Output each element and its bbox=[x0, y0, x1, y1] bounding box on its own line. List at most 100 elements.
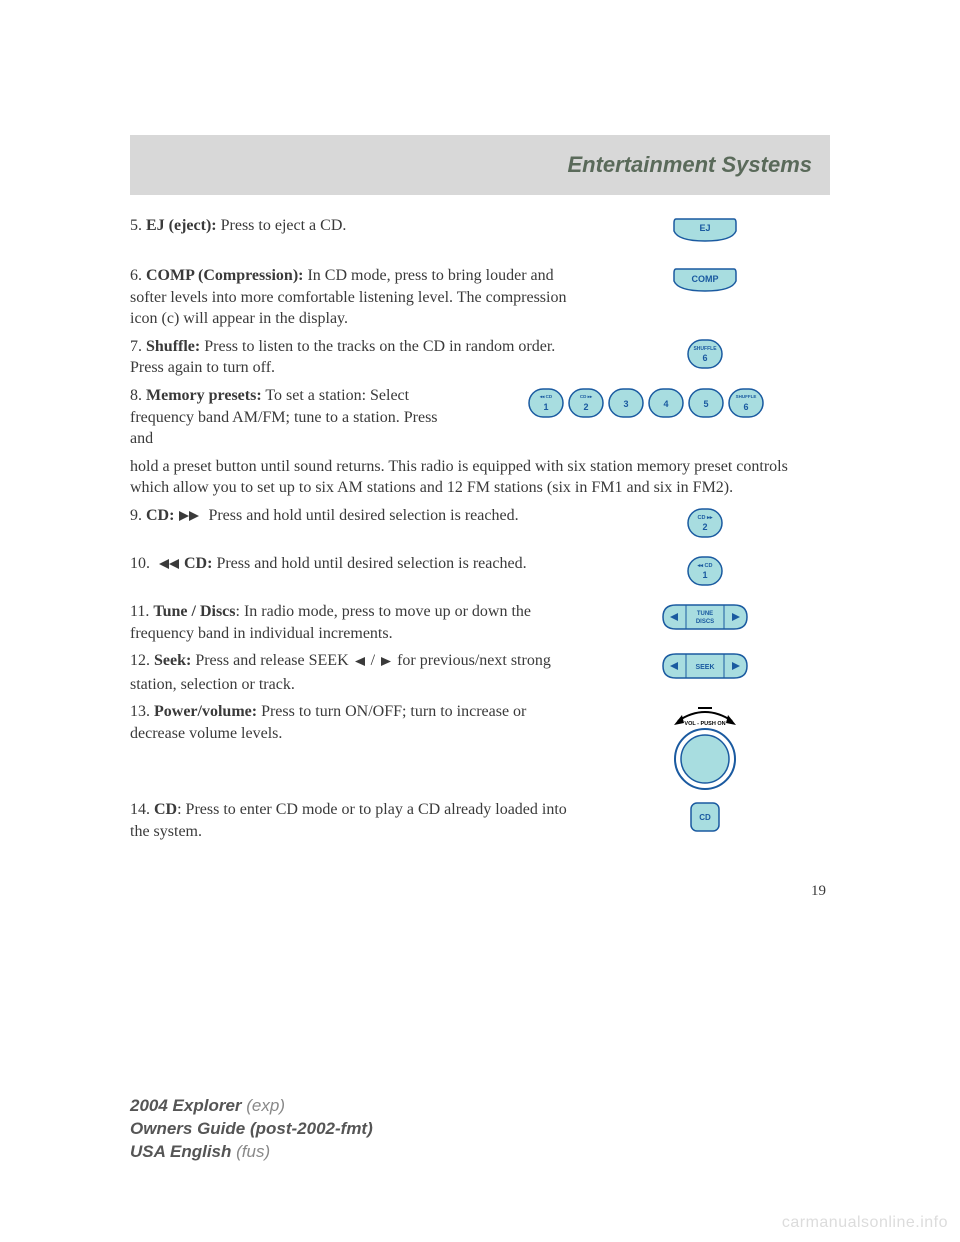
svg-text:TUNE: TUNE bbox=[697, 611, 713, 617]
svg-text:◂◂ CD: ◂◂ CD bbox=[697, 563, 713, 569]
svg-text:SEEK: SEEK bbox=[695, 664, 714, 671]
ej-button-graphic: EJ bbox=[580, 215, 830, 245]
item-bold: CD: bbox=[184, 555, 212, 572]
svg-text:2: 2 bbox=[702, 522, 707, 532]
instruction-item: 12. Seek: Press and release SEEK / for p… bbox=[130, 650, 830, 695]
item-num: 13. bbox=[130, 703, 150, 720]
svg-text:SHUFFLE: SHUFFLE bbox=[736, 394, 757, 399]
section-title: Entertainment Systems bbox=[567, 152, 812, 178]
svg-text:2: 2 bbox=[583, 402, 588, 412]
instruction-item: 14. CD: Press to enter CD mode or to pla… bbox=[130, 799, 830, 842]
presets-graphic: ◂◂ CD1CD ▸▸2345SHUFFLE6 bbox=[470, 385, 830, 419]
svg-text:6: 6 bbox=[743, 402, 748, 412]
cd-fwd-icon: CD ▸▸ 2 bbox=[686, 507, 724, 539]
seek-next-icon bbox=[379, 652, 393, 674]
instruction-text: 7. Shuffle: Press to listen to the track… bbox=[130, 336, 580, 379]
item-bold: Shuffle: bbox=[146, 338, 200, 355]
svg-text:SHUFFLE: SHUFFLE bbox=[693, 346, 717, 352]
instruction-item: 13. Power/volume: Press to turn ON/OFF; … bbox=[130, 701, 830, 793]
cd-rew-icon: ◂◂ CD 1 bbox=[686, 555, 724, 587]
svg-text:1: 1 bbox=[543, 402, 548, 412]
seek-prev-icon bbox=[353, 652, 367, 674]
cd-button-graphic: CD bbox=[580, 799, 830, 833]
item-num: 7. bbox=[130, 338, 142, 355]
item-rest: Press and hold until desired selection i… bbox=[208, 507, 518, 524]
item-rest: Press and hold until desired selection i… bbox=[212, 555, 526, 572]
svg-text:6: 6 bbox=[702, 353, 707, 363]
fast-forward-icon bbox=[178, 507, 204, 529]
svg-text:EJ: EJ bbox=[699, 223, 710, 233]
presets-icon: ◂◂ CD1CD ▸▸2345SHUFFLE6 bbox=[527, 387, 773, 419]
instruction-text: 6. COMP (Compression): In CD mode, press… bbox=[130, 265, 580, 330]
item-bold: CD bbox=[154, 801, 177, 818]
volume-knob-icon: VOL - PUSH ON bbox=[660, 703, 750, 793]
comp-button-graphic: COMP bbox=[580, 265, 830, 295]
item-bold: Memory presets: bbox=[146, 387, 262, 404]
cd-button-icon: CD bbox=[689, 801, 721, 833]
item-num: 11. bbox=[130, 603, 149, 620]
item-num: 5. bbox=[130, 217, 142, 234]
svg-text:◂◂ CD: ◂◂ CD bbox=[539, 394, 553, 399]
instruction-text: 5. EJ (eject): Press to eject a CD. bbox=[130, 215, 580, 237]
seek-button-icon: SEEK bbox=[660, 652, 750, 680]
instruction-item: 5. EJ (eject): Press to eject a CD. EJ bbox=[130, 215, 830, 245]
instruction-text: 11. Tune / Discs: In radio mode, press t… bbox=[130, 601, 580, 644]
svg-text:COMP: COMP bbox=[692, 274, 719, 284]
cd-rew-graphic: ◂◂ CD 1 bbox=[580, 553, 830, 587]
instruction-text: 14. CD: Press to enter CD mode or to pla… bbox=[130, 799, 580, 842]
svg-text:CD ▸▸: CD ▸▸ bbox=[698, 515, 714, 521]
shuffle-button-icon: SHUFFLE 6 bbox=[686, 338, 724, 370]
svg-text:1: 1 bbox=[702, 570, 707, 580]
item-num: 14. bbox=[130, 801, 150, 818]
item-bold: Tune / Discs bbox=[153, 603, 235, 620]
section-header: Entertainment Systems bbox=[130, 135, 830, 195]
item-num: 6. bbox=[130, 267, 142, 284]
svg-text:DISCS: DISCS bbox=[696, 619, 714, 625]
svg-text:4: 4 bbox=[663, 399, 668, 409]
footer-lang-code: (fus) bbox=[236, 1142, 270, 1161]
item-bold: Power/volume: bbox=[154, 703, 257, 720]
item-num: 8. bbox=[130, 387, 142, 404]
instruction-text: 13. Power/volume: Press to turn ON/OFF; … bbox=[130, 701, 580, 744]
item-bold: Seek: bbox=[154, 652, 191, 669]
instruction-item: 11. Tune / Discs: In radio mode, press t… bbox=[130, 601, 830, 644]
item-rest-pre: Press and release SEEK bbox=[191, 652, 352, 669]
watermark: carmanualsonline.info bbox=[782, 1214, 948, 1232]
item-bold: EJ (eject): bbox=[146, 217, 217, 234]
footer-model-code: (exp) bbox=[246, 1096, 285, 1115]
volume-knob-graphic: VOL - PUSH ON bbox=[580, 701, 830, 793]
manual-page: Entertainment Systems 5. EJ (eject): Pre… bbox=[130, 135, 830, 900]
item-num: 9. bbox=[130, 507, 142, 524]
instruction-item: 9. CD: Press and hold until desired sele… bbox=[130, 505, 830, 539]
footer: 2004 Explorer (exp) Owners Guide (post-2… bbox=[130, 1095, 373, 1164]
item-num: 12. bbox=[130, 652, 150, 669]
footer-model: 2004 Explorer bbox=[130, 1096, 242, 1115]
shuffle-button-graphic: SHUFFLE 6 bbox=[580, 336, 830, 370]
instruction-item: 10. CD: Press and hold until desired sel… bbox=[130, 553, 830, 587]
seek-button-graphic: SEEK bbox=[580, 650, 830, 680]
tune-button-icon: TUNE DISCS bbox=[660, 603, 750, 631]
comp-button-icon: COMP bbox=[672, 267, 738, 295]
item-rest: : Press to enter CD mode or to play a CD… bbox=[130, 801, 567, 840]
svg-text:3: 3 bbox=[623, 399, 628, 409]
footer-lang: USA English bbox=[130, 1142, 231, 1161]
svg-text:CD: CD bbox=[699, 813, 711, 822]
svg-text:VOL - PUSH ON: VOL - PUSH ON bbox=[684, 721, 725, 727]
page-number: 19 bbox=[130, 883, 830, 900]
item-bold: CD: bbox=[146, 507, 174, 524]
ej-button-icon: EJ bbox=[672, 217, 738, 245]
instruction-item: 7. Shuffle: Press to listen to the track… bbox=[130, 336, 830, 379]
tune-button-graphic: TUNE DISCS bbox=[580, 601, 830, 631]
instruction-text: 8. Memory presets: To set a station: Sel… bbox=[130, 385, 470, 450]
item-rest: Press to eject a CD. bbox=[217, 217, 347, 234]
footer-guide: Owners Guide (post-2002-fmt) bbox=[130, 1119, 373, 1138]
instruction-item: 6. COMP (Compression): In CD mode, press… bbox=[130, 265, 830, 330]
instruction-continuation: hold a preset button until sound returns… bbox=[130, 456, 830, 499]
instruction-text: 12. Seek: Press and release SEEK / for p… bbox=[130, 650, 580, 695]
instruction-text: 9. CD: Press and hold until desired sele… bbox=[130, 505, 580, 529]
cd-fwd-graphic: CD ▸▸ 2 bbox=[580, 505, 830, 539]
item-num: 10. bbox=[130, 555, 150, 572]
item-bold: COMP (Compression): bbox=[146, 267, 303, 284]
instruction-text: 10. CD: Press and hold until desired sel… bbox=[130, 553, 580, 577]
rewind-icon bbox=[154, 555, 180, 577]
